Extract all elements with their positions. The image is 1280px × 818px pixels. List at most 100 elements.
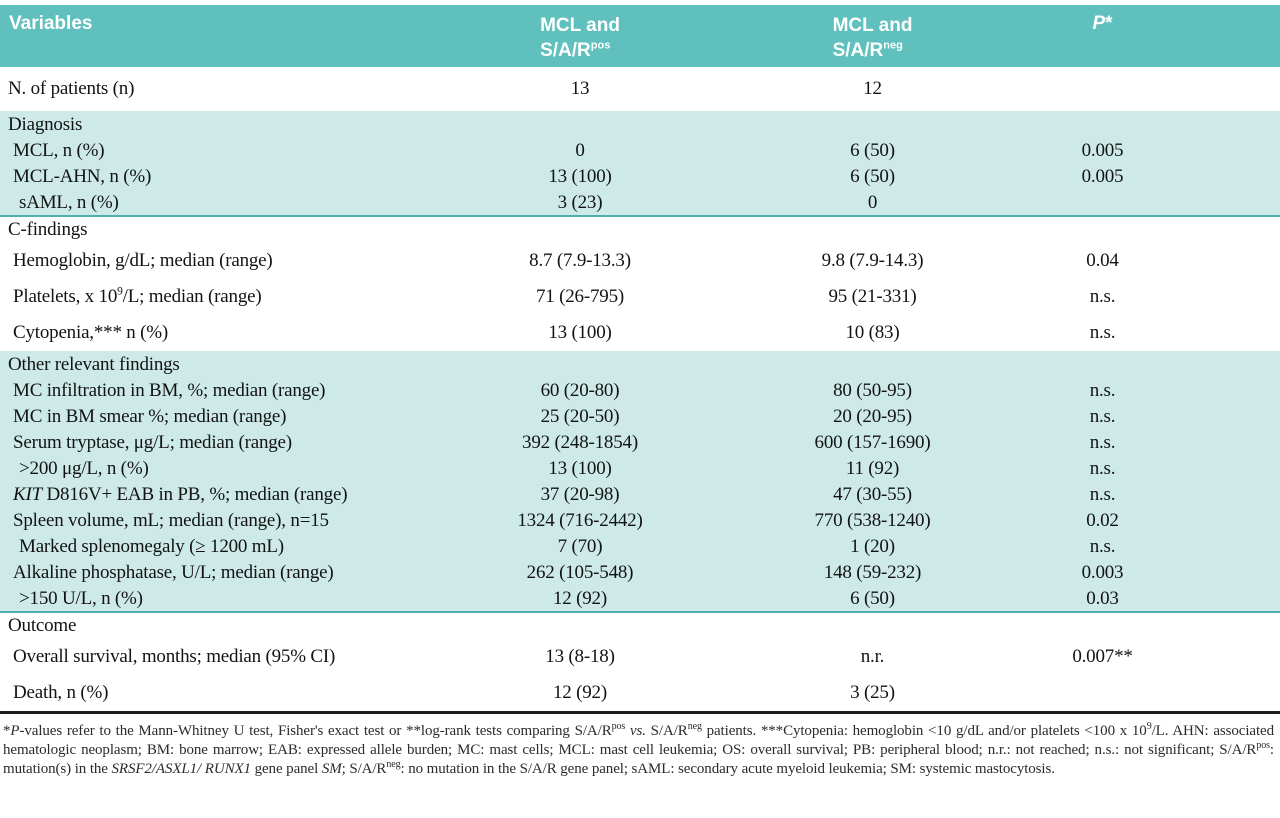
cell-value: 80 (50-95) — [700, 378, 1045, 404]
cell-pvalue: 0.02 — [1045, 508, 1160, 534]
superscript-text: neg — [687, 721, 702, 732]
text-segment: vs. — [629, 723, 646, 739]
table-row: N. of patients (n) 13 12 — [0, 67, 1280, 111]
col-header-sar-neg: MCL and S/A/Rneg — [700, 5, 1045, 67]
text-segment: Death, n (%) — [13, 682, 109, 703]
cell-value: 13 — [570, 78, 590, 99]
cell-value: 13 (100) — [548, 322, 612, 343]
text-segment: * — [3, 723, 11, 739]
table-row: sAML, n (%) 3 (23) 0 — [0, 190, 1280, 217]
superscript-text: 9 — [117, 285, 123, 298]
footnotes: *P-values refer to the Mann-Whitney U te… — [0, 714, 1280, 779]
text-segment: S/A/R — [645, 723, 688, 739]
header-line-1: MCL and — [540, 15, 620, 36]
text-segment: Alkaline phosphatase, U/L; median (range… — [13, 562, 334, 583]
filler-cell — [1160, 430, 1280, 456]
text-segment: D816V+ EAB in PB, %; median (range) — [41, 484, 348, 505]
table-row: >150 U/L, n (%) 12 (92) 6 (50) 0.03 — [0, 586, 1280, 613]
filler-cell — [1160, 279, 1280, 315]
cell-value: 9.8 (7.9-14.3) — [821, 250, 924, 271]
superscript-text: pos — [1256, 740, 1270, 751]
row-label: >150 U/L, n (%) — [0, 586, 460, 613]
cell-value: 60 (20-80) — [460, 378, 700, 404]
paper-table-figure: Variables MCL and S/A/Rpos MCL and S/A/R… — [0, 5, 1280, 779]
header-superscript: neg — [883, 39, 903, 52]
section-title: Other relevant findings — [0, 351, 1280, 378]
cell-value: 13 (100) — [460, 456, 700, 482]
cell-pvalue: 0.03 — [1045, 586, 1160, 613]
text-segment: Outcome — [8, 615, 77, 636]
text-segment: >200 μg/L, n (%) — [19, 458, 149, 479]
bottom-rule — [0, 711, 1280, 714]
filler-cell — [1160, 243, 1280, 279]
cell-pvalue: n.s. — [1045, 378, 1160, 404]
cell-value: 13 (8-18) — [545, 646, 615, 667]
table-header-row: Variables MCL and S/A/Rpos MCL and S/A/R… — [0, 5, 1280, 67]
cell-pvalue: n.s. — [1089, 322, 1116, 343]
row-label: >200 μg/L, n (%) — [0, 456, 460, 482]
text-segment: MC in BM smear %; median (range) — [13, 406, 287, 427]
text-segment: MCL-AHN, n (%) — [13, 166, 152, 187]
text-segment: /L. AHN: associated hematologic neoplasm… — [3, 723, 1274, 758]
row-label: Hemoglobin, g/dL; median (range) — [0, 243, 460, 279]
cell-value: 770 (538-1240) — [700, 508, 1045, 534]
section-title: C-findings — [0, 216, 1280, 243]
row-label: MC in BM smear %; median (range) — [0, 404, 460, 430]
text-segment: /L; median (range) — [122, 286, 262, 307]
row-label: MCL, n (%) — [0, 138, 460, 164]
table-row: Death, n (%) 12 (92) 3 (25) — [0, 675, 1280, 711]
cell-pvalue: n.s. — [1045, 456, 1160, 482]
text-segment: Cytopenia,*** n (%) — [13, 322, 169, 343]
cell-value: 0 — [700, 190, 1045, 217]
cell-value: 6 (50) — [700, 138, 1045, 164]
text-segment: Spleen volume, mL; median (range), n=15 — [13, 510, 329, 531]
text-segment: gene panel — [250, 761, 322, 777]
cell-value: 37 (20-98) — [460, 482, 700, 508]
table-row: Alkaline phosphatase, U/L; median (range… — [0, 560, 1280, 586]
cell-value: 47 (30-55) — [700, 482, 1045, 508]
text-segment: sAML, n (%) — [19, 191, 119, 213]
row-label: Serum tryptase, μg/L; median (range) — [0, 430, 460, 456]
text-segment: Hemoglobin, g/dL; median (range) — [13, 250, 273, 271]
text-segment: Serum tryptase, μg/L; median (range) — [13, 432, 292, 453]
col-header-pvalue: P* — [1045, 5, 1160, 67]
text-segment: -values refer to the Mann-Whitney U test… — [19, 723, 612, 739]
cell-value: 12 (92) — [460, 586, 700, 613]
table-row: Serum tryptase, μg/L; median (range) 392 … — [0, 430, 1280, 456]
table-row: Cytopenia,*** n (%) 13 (100) 10 (83) n.s. — [0, 315, 1280, 351]
table-row: Overall survival, months; median (95% CI… — [0, 639, 1280, 675]
header-group-neg: MCL and S/A/Rneg — [833, 13, 913, 63]
filler-cell — [1160, 560, 1280, 586]
filler-cell — [1160, 190, 1280, 217]
filler-cell — [1160, 675, 1280, 711]
filler-cell — [1160, 67, 1280, 111]
text-segment: SRSF2/ASXL1/ RUNX1 — [111, 761, 252, 777]
text-segment: : no mutation in the S/A/R gene panel; s… — [400, 761, 1055, 777]
cell-value: 392 (248-1854) — [460, 430, 700, 456]
cell-pvalue: n.s. — [1045, 482, 1160, 508]
cell-pvalue — [1045, 67, 1160, 111]
text-segment: P — [10, 723, 20, 739]
text-segment: Diagnosis — [8, 113, 83, 135]
section-title: Diagnosis — [0, 111, 1280, 138]
header-line-2: S/A/Rpos — [540, 38, 620, 63]
text-segment: : mutation(s) in the — [3, 742, 1274, 777]
text-segment: patients. ***Cytopenia: hemoglobin <10 g… — [701, 723, 1147, 739]
text-segment: KIT — [13, 484, 42, 505]
row-label: KIT D816V+ EAB in PB, %; median (range) — [0, 482, 460, 508]
cell-value: 8.7 (7.9-13.3) — [529, 250, 631, 271]
cell-pvalue: n.s. — [1045, 534, 1160, 560]
table-row: Hemoglobin, g/dL; median (range) 8.7 (7.9… — [0, 243, 1280, 279]
row-label: Spleen volume, mL; median (range), n=15 — [0, 508, 460, 534]
col-header-variables: Variables — [0, 5, 460, 67]
cell-pvalue: 0.005 — [1045, 164, 1160, 190]
cell-pvalue: n.s. — [1045, 404, 1160, 430]
header-group-pos: MCL and S/A/Rpos — [540, 13, 620, 63]
cell-value: 71 (26-795) — [535, 286, 625, 307]
cell-value: 148 (59-232) — [700, 560, 1045, 586]
p-label: P — [1092, 13, 1106, 34]
filler-cell — [1160, 482, 1280, 508]
table-row: >200 μg/L, n (%) 13 (100) 11 (92) n.s. — [0, 456, 1280, 482]
filler-cell — [1160, 586, 1280, 613]
filler-cell — [1160, 404, 1280, 430]
